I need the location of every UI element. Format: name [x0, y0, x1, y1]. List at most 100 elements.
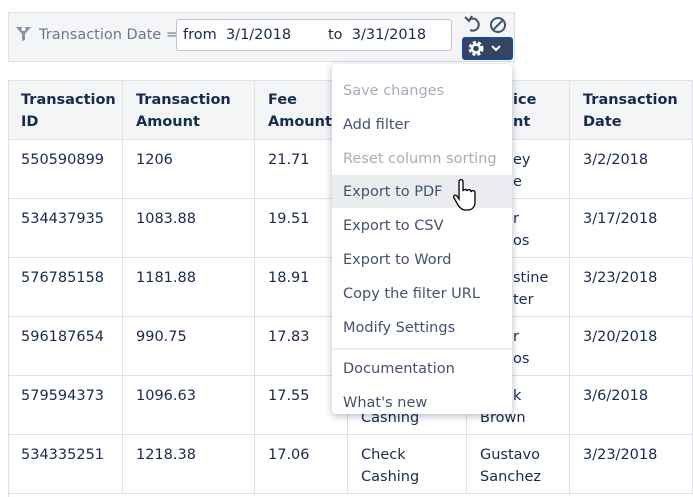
menu-item[interactable]: Export to CSV: [332, 209, 512, 242]
table-cell: [570, 376, 693, 435]
table-cell: [123, 258, 255, 317]
cell-text: Check: [361, 447, 406, 463]
table-cell: [8, 317, 123, 376]
cell-text: 3/17/2018: [583, 211, 658, 227]
cell-text: 1083.88: [136, 211, 196, 227]
cell-text: ey: [513, 152, 531, 168]
gear-teeth: [468, 41, 484, 56]
header-text: Transaction: [583, 92, 678, 108]
table-cell: [8, 258, 123, 317]
table-cell: [8, 376, 123, 435]
table-cell: [123, 199, 255, 258]
table-cell: [570, 140, 693, 199]
menu-item[interactable]: Copy the filter URL: [332, 277, 512, 310]
menu-item-label: Export to PDF: [343, 184, 443, 201]
cell-text: 3/23/2018: [583, 270, 658, 286]
cell-text: Sanchez: [480, 469, 541, 485]
cell-text: 18.91: [268, 270, 310, 286]
menu-item-label: Reset column sorting: [343, 150, 497, 167]
cell-text: 19.51: [268, 211, 310, 227]
clear-icon[interactable]: [490, 17, 506, 33]
clear-slash: [492, 19, 504, 31]
gear-icon: [470, 43, 482, 54]
table-cell: [467, 435, 570, 494]
menu-item-label: Export to Word: [343, 252, 452, 268]
header-text: nt: [513, 114, 531, 130]
menu-item: Save changes: [332, 74, 512, 107]
cell-text: 1096.63: [136, 388, 196, 404]
cell-text: Brown: [480, 410, 526, 426]
menu-item[interactable]: Modify Settings: [332, 311, 512, 344]
header-text: Transaction: [21, 92, 116, 108]
header-text: Transaction: [136, 92, 231, 108]
cell-text: 579594373: [21, 388, 105, 404]
table-cell: [255, 435, 348, 494]
header-text: Amount: [268, 114, 332, 130]
filter-value: from 3/1/2018 to 3/31/2018: [183, 27, 427, 43]
filter-icon: [16, 27, 31, 41]
table-cell: [123, 435, 255, 494]
chevron: [491, 45, 501, 52]
cell-text: 1181.88: [136, 270, 196, 286]
header-cell: [570, 80, 693, 140]
cell-text: 3/20/2018: [583, 329, 658, 345]
cell-text: k: [513, 388, 522, 404]
filter-label: Transaction Date =: [39, 27, 178, 43]
menu-item-label: Modify Settings: [343, 319, 456, 336]
menu-item-label: Save changes: [343, 83, 445, 99]
cell-text: 3/2/2018: [583, 152, 649, 168]
table-cell: [123, 317, 255, 376]
cell-text: r: [513, 211, 519, 227]
table-cell: [8, 140, 123, 199]
undo-arrow: [464, 15, 473, 23]
cursor: [453, 178, 476, 211]
header-text: ice: [513, 92, 537, 108]
cell-text: 550590899: [21, 152, 105, 168]
cell-text: ter: [513, 292, 534, 308]
menu-item: Reset column sorting: [332, 142, 512, 175]
cell-text: 534437935: [21, 211, 105, 227]
settings-icons: [468, 41, 501, 56]
filter-input[interactable]: [176, 19, 452, 51]
cell-text: r: [513, 329, 519, 345]
menu-item[interactable]: Export to Word: [332, 243, 512, 276]
header-text: ID: [21, 114, 39, 130]
cell-text: 990.75: [136, 329, 187, 345]
header-text: Date: [583, 114, 622, 130]
cell-text: os: [513, 351, 530, 367]
table-cell: [570, 435, 693, 494]
cell-text: 534335251: [21, 447, 105, 463]
table-cell: [570, 317, 693, 376]
cell-text: 3/6/2018: [583, 388, 649, 404]
table-cell: [123, 376, 255, 435]
menu-item[interactable]: Add filter: [332, 108, 512, 141]
cell-text: 1218.38: [136, 447, 196, 463]
menu-item-label: What's new: [343, 395, 428, 412]
header-cell: [123, 80, 255, 140]
cell-text: Cashing: [361, 410, 420, 426]
cell-text: 1206: [136, 152, 173, 168]
cell-text: 596187654: [21, 329, 105, 345]
cell-text: Cashing: [361, 469, 420, 485]
menu-item[interactable]: What's new: [332, 386, 512, 419]
filter-actions: [464, 15, 506, 33]
menu-separator: [332, 348, 512, 351]
menu-item-label: Copy the filter URL: [343, 285, 480, 302]
cell-text: Gustavo: [480, 447, 541, 463]
header-text: Fee: [268, 92, 297, 108]
undo-icon[interactable]: [468, 17, 480, 32]
menu-item[interactable]: Export to PDF: [332, 175, 512, 209]
header-text: Amount: [136, 114, 200, 130]
header-cell: [8, 80, 123, 140]
menu-item[interactable]: Documentation: [332, 352, 512, 385]
menu-item-label: Documentation: [343, 361, 455, 378]
table-row-partial: [8, 494, 691, 497]
cell-text: 17.55: [268, 388, 310, 404]
cell-text: 3/23/2018: [583, 447, 658, 463]
table-cell: [8, 435, 123, 494]
cell-text: stine: [513, 270, 549, 286]
cell-text: e: [513, 174, 522, 190]
dropdown-menu: Save changes Add filter Reset column sorti…: [332, 64, 512, 414]
table-cell: [8, 199, 123, 258]
